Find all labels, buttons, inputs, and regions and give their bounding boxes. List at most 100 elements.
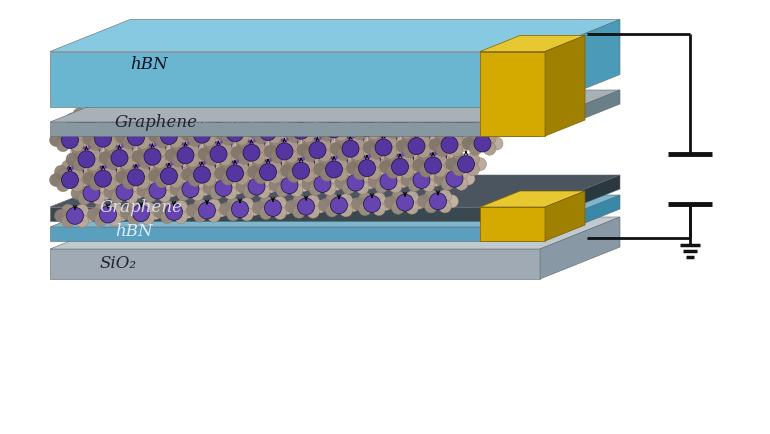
Circle shape [240, 208, 253, 221]
Circle shape [455, 133, 468, 146]
Circle shape [429, 129, 442, 142]
Circle shape [455, 167, 468, 180]
Circle shape [248, 178, 265, 195]
Circle shape [436, 93, 449, 106]
Circle shape [191, 178, 204, 191]
Circle shape [397, 150, 413, 167]
Circle shape [193, 109, 206, 122]
Circle shape [89, 138, 102, 150]
Circle shape [49, 174, 62, 187]
Circle shape [340, 160, 353, 173]
Circle shape [430, 149, 447, 166]
Circle shape [247, 203, 260, 216]
Circle shape [136, 126, 149, 139]
Circle shape [160, 168, 178, 184]
Circle shape [176, 170, 189, 183]
Circle shape [186, 104, 199, 117]
Circle shape [293, 122, 310, 139]
Circle shape [153, 161, 166, 174]
Circle shape [177, 178, 190, 191]
Circle shape [424, 100, 437, 113]
Circle shape [326, 161, 343, 178]
Circle shape [136, 166, 149, 179]
Circle shape [149, 138, 166, 155]
Circle shape [193, 209, 206, 222]
Circle shape [158, 189, 171, 202]
Polygon shape [540, 217, 620, 279]
Circle shape [144, 135, 157, 148]
Circle shape [87, 118, 100, 131]
Circle shape [169, 164, 182, 178]
Circle shape [387, 115, 400, 128]
Circle shape [400, 115, 413, 128]
Circle shape [276, 125, 289, 138]
Circle shape [193, 155, 206, 168]
Circle shape [189, 123, 202, 136]
Circle shape [391, 141, 404, 154]
Circle shape [391, 118, 409, 135]
Circle shape [367, 167, 380, 180]
Circle shape [440, 119, 454, 132]
Circle shape [82, 172, 95, 185]
Circle shape [429, 99, 442, 111]
Polygon shape [50, 217, 620, 249]
Circle shape [111, 147, 124, 160]
Circle shape [413, 152, 426, 165]
Circle shape [406, 157, 419, 170]
Circle shape [441, 178, 454, 191]
Circle shape [280, 164, 293, 177]
Circle shape [403, 145, 416, 158]
Circle shape [396, 100, 409, 113]
Circle shape [166, 204, 182, 220]
Circle shape [55, 209, 68, 222]
Circle shape [215, 135, 232, 152]
Circle shape [95, 213, 108, 226]
Circle shape [222, 162, 235, 175]
Circle shape [238, 141, 251, 154]
Circle shape [290, 129, 303, 142]
Circle shape [122, 136, 136, 149]
Circle shape [292, 105, 305, 118]
Circle shape [346, 122, 360, 135]
Circle shape [82, 132, 95, 145]
Circle shape [387, 155, 400, 168]
Circle shape [313, 123, 326, 136]
Circle shape [391, 101, 404, 114]
Circle shape [224, 187, 237, 200]
Circle shape [165, 140, 178, 153]
Circle shape [116, 183, 133, 201]
Circle shape [387, 165, 400, 178]
Circle shape [408, 179, 421, 192]
Circle shape [337, 137, 350, 150]
Circle shape [177, 134, 190, 147]
Circle shape [304, 109, 317, 122]
Circle shape [116, 131, 129, 144]
Circle shape [286, 156, 299, 169]
Circle shape [302, 169, 314, 182]
Circle shape [356, 137, 369, 150]
Circle shape [226, 108, 239, 121]
Circle shape [413, 128, 430, 145]
Circle shape [450, 133, 463, 146]
Circle shape [373, 203, 386, 216]
Circle shape [222, 122, 235, 135]
Circle shape [370, 136, 383, 149]
Circle shape [293, 205, 306, 218]
Circle shape [231, 181, 244, 194]
Circle shape [109, 203, 122, 216]
Circle shape [240, 164, 253, 177]
Circle shape [302, 119, 314, 132]
Circle shape [210, 142, 223, 155]
Circle shape [363, 195, 380, 212]
Circle shape [309, 138, 322, 151]
Circle shape [420, 114, 433, 127]
Circle shape [99, 143, 112, 156]
Circle shape [271, 100, 284, 113]
Circle shape [144, 148, 161, 165]
Circle shape [334, 128, 347, 141]
Circle shape [66, 163, 83, 180]
Circle shape [219, 203, 233, 216]
Circle shape [78, 151, 95, 168]
Circle shape [293, 195, 306, 208]
Circle shape [403, 95, 416, 108]
